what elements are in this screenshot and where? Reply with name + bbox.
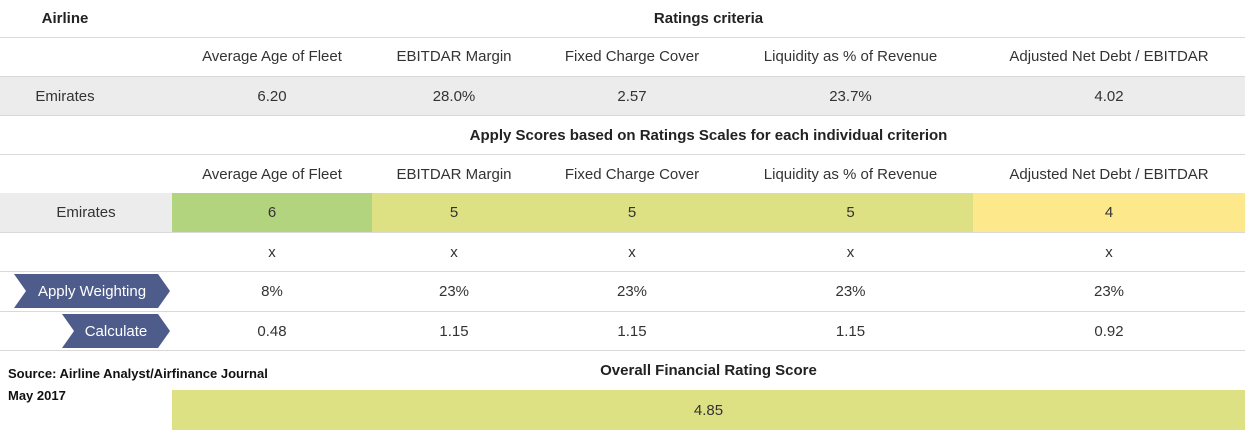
weight-net-debt: 23% — [1093, 283, 1125, 300]
overall-title-row: Overall Financial Rating Score — [0, 351, 1245, 390]
multiply-sign: x — [450, 243, 458, 261]
scores-title: Apply Scores based on Ratings Scales for… — [469, 126, 948, 144]
weight-fleet-age: 8% — [261, 283, 283, 300]
airline-name: Emirates — [0, 193, 172, 232]
weighted-score-liquidity: 1.15 — [835, 322, 866, 340]
multiply-sign: x — [268, 243, 276, 261]
criteria-header-row-2: Average Age of Fleet EBITDAR Margin Fixe… — [0, 155, 1245, 193]
overall-value-row: 4.85 — [0, 390, 1245, 430]
source-note: Source: Airline Analyst/Airfinance Journ… — [8, 363, 268, 407]
raw-value-fleet-age: 6.20 — [257, 87, 287, 105]
apply-weighting-arrow: Apply Weighting — [14, 274, 170, 308]
criteria-header-fleet-age: Average Age of Fleet — [202, 165, 342, 183]
score-liquidity: 5 — [728, 193, 973, 232]
criteria-header-liquidity: Liquidity as % of Revenue — [763, 165, 938, 183]
ratings-criteria-title: Ratings criteria — [653, 10, 764, 27]
score-fixed-charge-cover: 5 — [536, 193, 728, 232]
criteria-header-ebitdar-margin: EBITDAR Margin — [396, 48, 512, 65]
multiply-sign: x — [846, 243, 855, 261]
criteria-header-fleet-age: Average Age of Fleet — [202, 48, 342, 65]
multiply-sign: x — [628, 243, 636, 261]
raw-value-ebitdar-margin: 28.0% — [432, 87, 476, 105]
calculate-row: Calculate 0.48 1.15 1.15 1.15 0.92 — [0, 312, 1245, 350]
score-ebitdar-margin: 5 — [372, 193, 536, 232]
weighted-score-fixed-charge-cover: 1.15 — [617, 322, 647, 340]
raw-values-row: Emirates 6.20 28.0% 2.57 23.7% 4.02 — [0, 77, 1245, 115]
criteria-header-net-debt: Adjusted Net Debt / EBITDAR — [1009, 165, 1209, 183]
raw-value-liquidity: 23.7% — [829, 87, 872, 105]
multiply-sign: x — [1105, 243, 1113, 261]
criteria-header-net-debt: Adjusted Net Debt / EBITDAR — [1009, 48, 1209, 65]
airline-name: Emirates — [35, 87, 95, 105]
weighting-row: Apply Weighting 8% 23% 23% 23% 23% — [0, 272, 1245, 311]
criteria-header-fixed-charge-cover: Fixed Charge Cover — [564, 165, 700, 183]
calculate-arrow: Calculate — [62, 314, 170, 348]
header-row: Airline Ratings criteria — [0, 0, 1245, 37]
criteria-header-row: Average Age of Fleet EBITDAR Margin Fixe… — [0, 38, 1245, 75]
airline-column-header: Airline — [41, 10, 89, 27]
raw-value-net-debt: 4.02 — [1094, 87, 1124, 105]
criteria-header-ebitdar-margin: EBITDAR Margin — [396, 165, 512, 183]
weighted-score-ebitdar-margin: 1.15 — [439, 322, 469, 340]
scores-row: Emirates 6 5 5 5 4 — [0, 193, 1245, 232]
weighted-score-net-debt: 0.92 — [1094, 322, 1124, 340]
source-line-2: May 2017 — [8, 388, 66, 403]
overall-score-title: Overall Financial Rating Score — [600, 362, 817, 379]
score-fleet-age: 6 — [172, 193, 372, 232]
weighted-score-fleet-age: 0.48 — [257, 322, 287, 340]
overall-score-value: 4.85 — [172, 390, 1245, 430]
source-line-1: Source: Airline Analyst/Airfinance Journ… — [8, 366, 268, 381]
raw-value-fixed-charge-cover: 2.57 — [617, 87, 647, 105]
weight-ebitdar-margin: 23% — [438, 283, 470, 300]
score-net-debt: 4 — [973, 193, 1245, 232]
weight-fixed-charge-cover: 23% — [616, 283, 648, 300]
criteria-header-fixed-charge-cover: Fixed Charge Cover — [564, 48, 700, 65]
criteria-header-liquidity: Liquidity as % of Revenue — [763, 48, 938, 65]
multiply-row: x x x x x — [0, 233, 1245, 271]
scores-title-row: Apply Scores based on Ratings Scales for… — [0, 116, 1245, 154]
weight-liquidity: 23% — [835, 283, 866, 300]
